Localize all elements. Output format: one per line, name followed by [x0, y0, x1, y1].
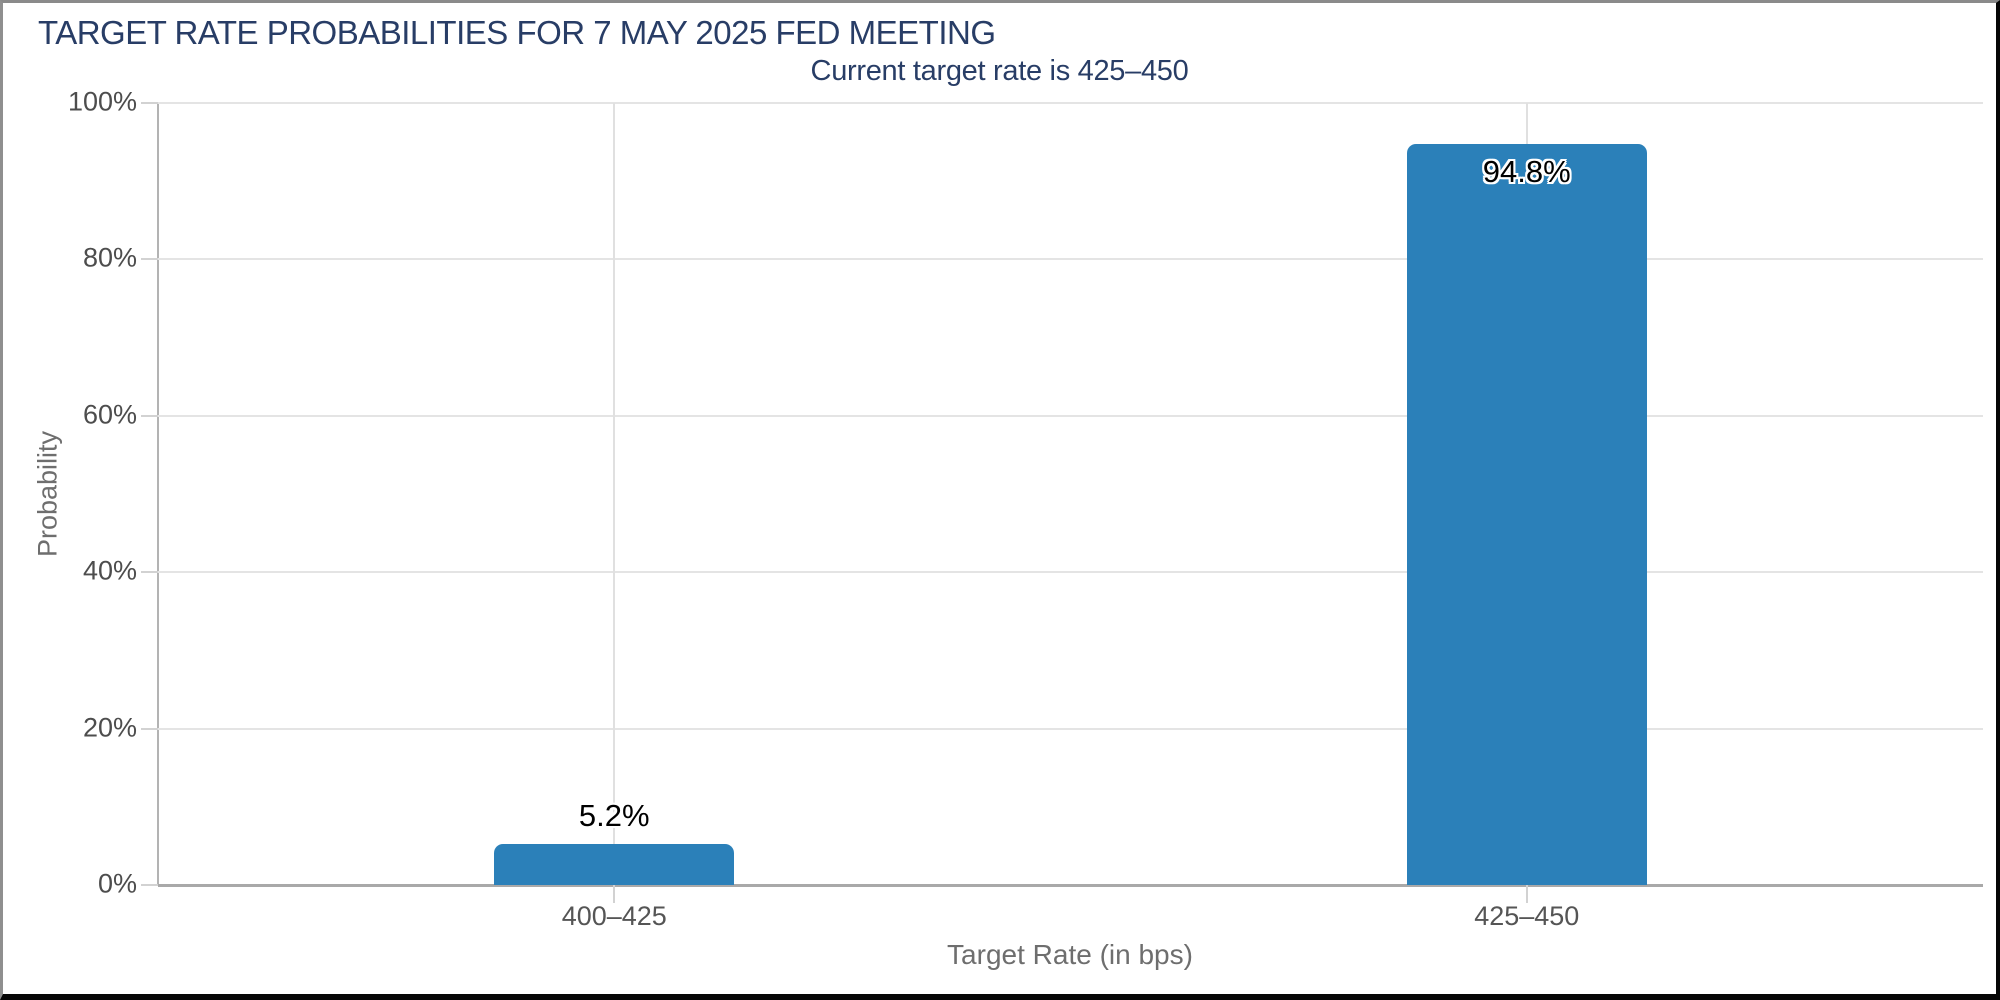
y-axis-title: Probability — [32, 430, 63, 558]
y-tick-mark — [141, 414, 158, 417]
probability-bar-425–450[interactable] — [1406, 144, 1647, 885]
y-axis-line — [157, 103, 159, 885]
y-gridline — [158, 727, 1983, 730]
y-gridline — [158, 258, 1983, 261]
x-axis-line — [158, 884, 1983, 887]
x-tick-mark — [613, 885, 616, 903]
y-tick-mark — [141, 258, 158, 261]
plot-area: 0% 20% 40% 60% 80% 100% 5.2% 400–425 94.8% 425–45… — [68, 87, 1983, 931]
x-tick-label: 425–450 — [1474, 901, 1580, 931]
bar-value-label: 5.2% — [578, 798, 650, 833]
bar-value-label: 94.8% — [1482, 154, 1571, 189]
y-tick-label: 100% — [67, 86, 137, 117]
y-tick-label: 40% — [82, 555, 137, 586]
y-tick-label: 80% — [82, 242, 137, 273]
y-tick-label: 60% — [82, 399, 137, 430]
y-tick-mark — [141, 884, 158, 886]
chart-title: TARGET RATE PROBABILITIES FOR 7 MAY 2025… — [38, 14, 996, 51]
category-gridline — [613, 103, 616, 885]
x-axis-title: Target Rate (in bps) — [947, 939, 1193, 970]
x-tick-mark — [1525, 885, 1528, 903]
y-tick-label: 0% — [97, 868, 137, 899]
y-tick-mark — [141, 571, 158, 574]
probability-bar-400–425[interactable] — [494, 844, 735, 885]
y-gridline — [158, 414, 1983, 417]
chart-subtitle: Current target rate is 425–450 — [810, 55, 1189, 87]
y-tick-label: 20% — [82, 712, 137, 743]
y-tick-mark — [141, 727, 158, 730]
y-gridline — [158, 571, 1983, 574]
x-tick-label: 400–425 — [561, 901, 667, 931]
y-gridline — [158, 102, 1983, 104]
y-tick-mark — [141, 102, 158, 104]
